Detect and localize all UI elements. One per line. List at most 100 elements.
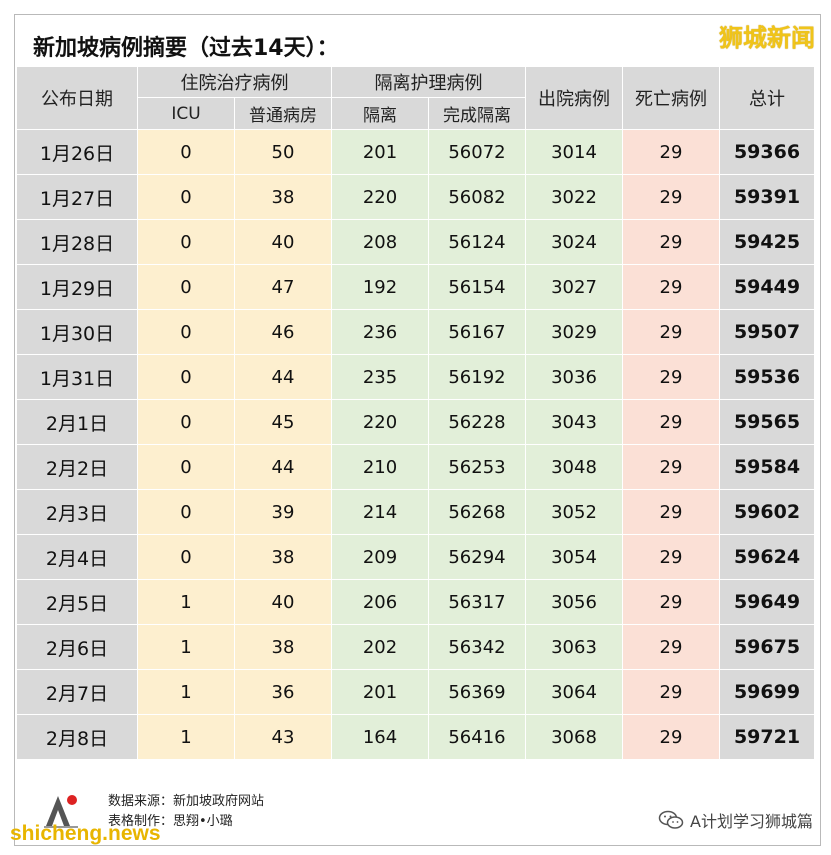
cell-total: 59675 [719, 624, 815, 670]
header-date: 公布日期 [16, 66, 138, 130]
account-watermark: A计划学习狮城篇 [658, 808, 813, 832]
cell-discharged: 3056 [525, 579, 623, 625]
source-note: 数据来源：新加坡政府网站 表格制作：思翔•小璐 [108, 792, 264, 832]
cell-isolated: 220 [331, 399, 429, 445]
cell-date: 2月5日 [16, 579, 138, 625]
header-isolated: 隔离 [331, 97, 429, 130]
cell-total: 59507 [719, 309, 815, 355]
cell-date: 2月1日 [16, 399, 138, 445]
cell-total: 59391 [719, 174, 815, 220]
cell-deaths: 29 [622, 579, 720, 625]
cell-isolated: 192 [331, 264, 429, 310]
table-row: 2月2日 0 44 210 56253 3048 29 59584 [16, 444, 815, 490]
cell-discharged: 3029 [525, 309, 623, 355]
cell-completed: 56082 [428, 174, 526, 220]
cell-ward: 44 [234, 354, 332, 400]
cell-completed: 56228 [428, 399, 526, 445]
table-row: 2月1日 0 45 220 56228 3043 29 59565 [16, 399, 815, 445]
header-completed: 完成隔离 [428, 97, 526, 130]
cell-total: 59721 [719, 714, 815, 760]
cell-deaths: 29 [622, 309, 720, 355]
cell-date: 2月7日 [16, 669, 138, 715]
cell-ward: 38 [234, 534, 332, 580]
table-row: 1月29日 0 47 192 56154 3027 29 59449 [16, 264, 815, 310]
wechat-icon [658, 810, 684, 829]
brand-logo-text: 狮城新闻 [719, 24, 815, 52]
cell-icu: 0 [137, 399, 235, 445]
cell-ward: 50 [234, 129, 332, 175]
cell-ward: 45 [234, 399, 332, 445]
cell-total: 59699 [719, 669, 815, 715]
cell-discharged: 3027 [525, 264, 623, 310]
cell-isolated: 210 [331, 444, 429, 490]
cell-date: 1月27日 [16, 174, 138, 220]
table-body: 1月26日 0 50 201 56072 3014 29 59366 1月27日 0 38 220 56… [16, 129, 815, 760]
cell-deaths: 29 [622, 219, 720, 265]
cell-ward: 40 [234, 219, 332, 265]
cell-deaths: 29 [622, 534, 720, 580]
cell-discharged: 3048 [525, 444, 623, 490]
cell-ward: 38 [234, 624, 332, 670]
cell-icu: 0 [137, 534, 235, 580]
cell-icu: 0 [137, 444, 235, 490]
header-discharged: 出院病例 [525, 66, 623, 130]
publisher-logo-icon [44, 795, 78, 828]
cell-icu: 0 [137, 264, 235, 310]
source-line: 数据来源：新加坡政府网站 [108, 794, 265, 809]
account-name: A计划学习狮城篇 [690, 812, 813, 831]
cell-total: 59536 [719, 354, 815, 400]
cell-completed: 56154 [428, 264, 526, 310]
cell-isolated: 164 [331, 714, 429, 760]
cell-discharged: 3024 [525, 219, 623, 265]
cell-icu: 0 [137, 309, 235, 355]
table-row: 1月30日 0 46 236 56167 3029 29 59507 [16, 309, 815, 355]
cell-deaths: 29 [622, 489, 720, 535]
cell-ward: 47 [234, 264, 332, 310]
cell-total: 59624 [719, 534, 815, 580]
cell-date: 2月3日 [16, 489, 138, 535]
cell-deaths: 29 [622, 669, 720, 715]
cell-discharged: 3063 [525, 624, 623, 670]
case-summary-table: 公布日期 住院治疗病例 隔离护理病例 出院病例 死亡病例 总计 ICU 普通病房… [16, 66, 815, 760]
cell-ward: 36 [234, 669, 332, 715]
cell-discharged: 3054 [525, 534, 623, 580]
author-line: 表格制作：思翔•小璐 [108, 814, 233, 829]
cell-icu: 1 [137, 669, 235, 715]
cell-isolated: 236 [331, 309, 429, 355]
cell-total: 59425 [719, 219, 815, 265]
table-row: 1月31日 0 44 235 56192 3036 29 59536 [16, 354, 815, 400]
cell-completed: 56167 [428, 309, 526, 355]
table-row: 2月5日 1 40 206 56317 3056 29 59649 [16, 579, 815, 625]
table-row: 2月3日 0 39 214 56268 3052 29 59602 [16, 489, 815, 535]
cell-isolated: 235 [331, 354, 429, 400]
cell-deaths: 29 [622, 624, 720, 670]
cell-date: 1月26日 [16, 129, 138, 175]
cell-discharged: 3043 [525, 399, 623, 445]
cell-isolated: 220 [331, 174, 429, 220]
cell-date: 1月28日 [16, 219, 138, 265]
table-row: 1月27日 0 38 220 56082 3022 29 59391 [16, 174, 815, 220]
cell-deaths: 29 [622, 264, 720, 310]
cell-date: 1月30日 [16, 309, 138, 355]
header-hospital: 住院治疗病例 [137, 66, 332, 98]
cell-completed: 56369 [428, 669, 526, 715]
cell-deaths: 29 [622, 174, 720, 220]
cell-icu: 0 [137, 219, 235, 265]
table-row: 2月7日 1 36 201 56369 3064 29 59699 [16, 669, 815, 715]
cell-deaths: 29 [622, 714, 720, 760]
cell-completed: 56192 [428, 354, 526, 400]
cell-isolated: 209 [331, 534, 429, 580]
cell-date: 1月29日 [16, 264, 138, 310]
cell-icu: 0 [137, 354, 235, 400]
table-row: 1月28日 0 40 208 56124 3024 29 59425 [16, 219, 815, 265]
cell-deaths: 29 [622, 129, 720, 175]
cell-ward: 46 [234, 309, 332, 355]
cell-total: 59449 [719, 264, 815, 310]
cell-total: 59366 [719, 129, 815, 175]
cell-completed: 56072 [428, 129, 526, 175]
cell-discharged: 3022 [525, 174, 623, 220]
cell-date: 2月4日 [16, 534, 138, 580]
cell-discharged: 3052 [525, 489, 623, 535]
cell-ward: 39 [234, 489, 332, 535]
cell-isolated: 201 [331, 129, 429, 175]
